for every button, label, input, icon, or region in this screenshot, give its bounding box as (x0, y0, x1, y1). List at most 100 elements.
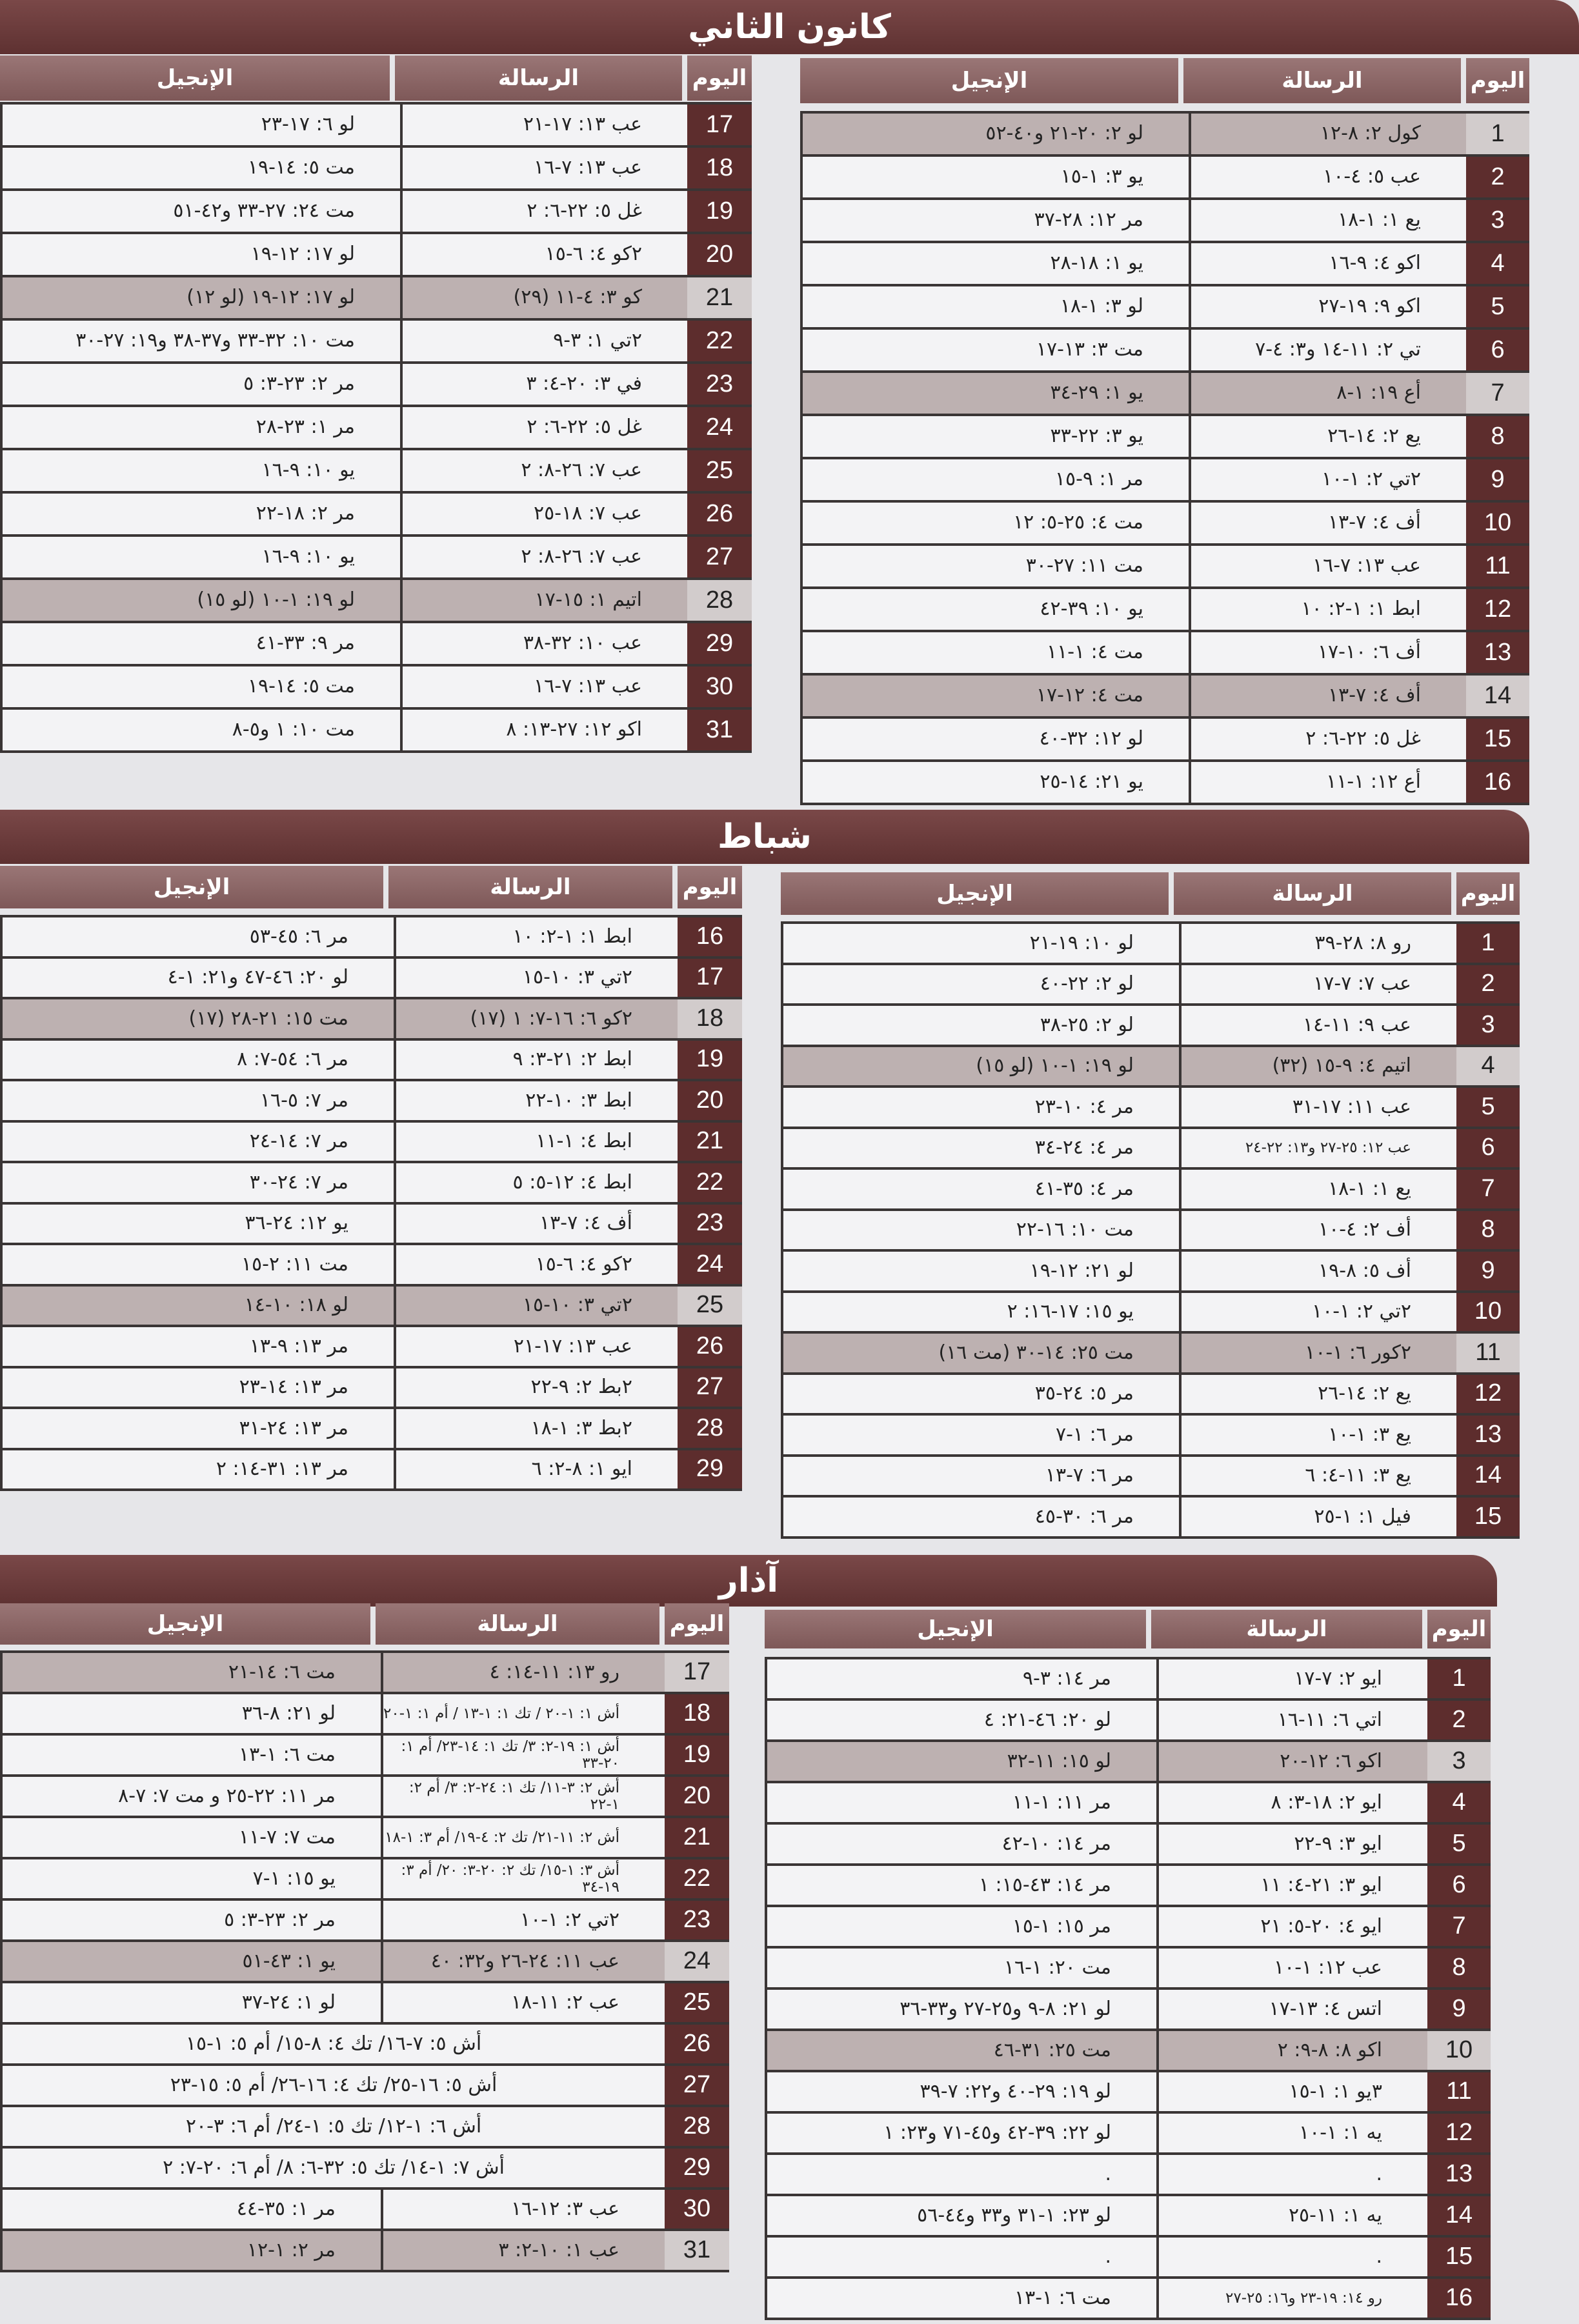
day-number: 8 (1466, 416, 1529, 457)
day-number: 17 (665, 1653, 729, 1692)
gospel-reading: لو ٦: ١٧-٢٣ (0, 105, 400, 145)
epistle-reading: غل ٥: ٢٢-٦: ٢ (400, 191, 687, 232)
column-header-day: اليوم (1466, 58, 1529, 103)
table-row: 28 ٢بط ٣: ١-١٨ مر ١٣: ٢٤-٣١ (0, 1409, 742, 1450)
table-row: 14 يع ٣: ١١-٤: ٦ مر ٦: ٧-١٣ (781, 1456, 1520, 1498)
column-header-gospel: الإنجيل (781, 872, 1169, 915)
gospel-reading: لو ٢٠: ٤٦-٤٧ و٢١: ١-٤ (0, 958, 394, 997)
column-header-epistle: الرسالة (388, 866, 672, 908)
table-row: 25 ٢تي ٣: ١٠-١٥ لو ١٨: ١٠-١٤ (0, 1286, 742, 1327)
day-number: 19 (687, 191, 752, 232)
epistle-reading: ٢بط ٣: ١-١٨ (394, 1409, 678, 1448)
table-row: 13.. (765, 2155, 1491, 2196)
table-row: 29 ايو ١: ٨-٢: ٦ مر ١٣: ٣١-١٤: ٢ (0, 1450, 742, 1491)
gospel-reading: لو ٢: ٢٠-٢١ و٤٠-٥٢ (800, 114, 1189, 154)
table-row: 5 عب ١١: ١٧-٣١ مر ٤: ١٠-٢٣ (781, 1088, 1520, 1129)
gospel-reading: لو ١٩: ٢٩-٤٠ و٢٢: ٧-٣٩ (765, 2072, 1156, 2111)
table-row: 21 أش ٢: ١١-٢١/ تك ٢: ٤-١٩/ أم ٣: ١-١٨ مت … (0, 1818, 729, 1859)
day-number: 7 (1456, 1170, 1520, 1208)
gospel-reading: مر ٧: ١٤-٢٤ (0, 1122, 394, 1161)
table-row: 17 ٢تي ٣: ١٠-١٥ لو ٢٠: ٤٦-٤٧ و٢١: ١-٤ (0, 958, 742, 999)
gospel-reading: يو ١٢: ٢٤-٣٦ (0, 1204, 394, 1243)
epistle-reading: ٢كور ٦: ١-١٠ (1179, 1334, 1456, 1372)
day-number: 10 (1456, 1292, 1520, 1331)
table-row: 1 كول ٢: ٨-١٢ لو ٢: ٢٠-٢١ و٤٠-٥٢ (800, 114, 1529, 157)
gospel-reading: لو ١: ٢٤-٣٧ (0, 1983, 381, 2022)
epistle-reading: ابط ١: ١-٢: ١٠ (394, 917, 678, 956)
day-number: 14 (1427, 2196, 1491, 2235)
column-header-epistle: الرسالة (1151, 1610, 1422, 1648)
epistle-reading: أش ٣: ١-١٥/ تك ٢: ٢٠-٣: ٢٠/ أم ٣: ١٩-٣٤ (381, 1859, 665, 1898)
gospel-reading: مر ١٣: ٢٤-٣١ (0, 1409, 394, 1448)
epistle-reading: عب ٩: ١١-١٤ (1179, 1006, 1456, 1045)
day-number: 21 (678, 1122, 742, 1161)
epistle-reading: يع ٣: ١١-٤: ٦ (1179, 1456, 1456, 1495)
table-row: 13 يع ٣: ١-١٠ مر ٦: ١-٧ (781, 1416, 1520, 1457)
table-row: 31 عب ١: ١٠-٢: ٣ مر ٢: ١-١٢ (0, 2231, 729, 2272)
epistle-reading: اتي ٦: ١١-١٦ (1156, 1701, 1427, 1739)
epistle-reading: يه ١: ١-١٠ (1156, 2114, 1427, 2152)
day-number: 14 (1456, 1456, 1520, 1495)
gospel-reading: مر ٦: ٥٤-٧: ٨ (0, 1040, 394, 1079)
table-row: 20 أش ٢: ٣-١١/ تك ١: ٢٤-٢: ٣/ أم ٢: ١-٢٢ م… (0, 1777, 729, 1818)
epistle-reading: ايو ٢: ١٨-٣: ٨ (1156, 1783, 1427, 1822)
epistle-reading: ٢تي ٣: ١٠-١٥ (394, 958, 678, 997)
epistle-reading: اتيم ١: ١٥-١٧ (400, 580, 687, 621)
gospel-reading: مر ٧: ٢٤-٣٠ (0, 1163, 394, 1202)
table-row: 2 عب ٥: ٤-١٠ يو ٣: ١-١٥ (800, 157, 1529, 200)
epistle-reading: أف ٤: ٧-١٣ (394, 1204, 678, 1243)
table-row: 11 عب ١٣: ٧-١٦ مت ١١: ٢٧-٣٠ (800, 546, 1529, 589)
table-header-row: اليوم الرسالة الإنجيل (0, 55, 752, 101)
gospel-reading: مر ٧: ٥-١٦ (0, 1081, 394, 1120)
day-number: 8 (1456, 1210, 1520, 1249)
epistle-reading: ابط ١: ١-٢: ١٠ (1189, 589, 1466, 630)
day-number: 26 (678, 1327, 742, 1366)
day-number: 10 (1427, 2031, 1491, 2070)
table-row: 21 ابط ٤: ١-١١ مر ٧: ١٤-٢٤ (0, 1122, 742, 1163)
table-body: 1 كول ٢: ٨-١٢ لو ٢: ٢٠-٢١ و٤٠-٥٢ 2 عب ٥: ٤-١… (800, 111, 1529, 805)
gospel-reading: لو ٢١: ١٢-١٩ (781, 1252, 1179, 1290)
epistle-reading: عب ١٣: ٧-١٦ (400, 148, 687, 188)
table-row: 18 عب ١٣: ٧-١٦ مت ٥: ١٤-١٩ (0, 148, 752, 191)
day-number: 24 (665, 1942, 729, 1981)
gospel-reading: مت ٢٤: ٢٧-٣٣ و٤٢-٥١ (0, 191, 400, 232)
table-row: 1 رو ٨: ٢٨-٣٩ لو ١٠: ١٩-٢١ (781, 924, 1520, 965)
gospel-reading: مت ١١: ٢-١٥ (0, 1245, 394, 1284)
day-number: 2 (1456, 965, 1520, 1003)
epistle-reading: ٢بط ٢: ٩-٢٢ (394, 1368, 678, 1407)
table-row: 25 عب ٧: ٢٦-٨: ٢ يو ١٠: ٩-١٦ (0, 450, 752, 494)
gospel-reading: مر ٥: ٢٤-٣٥ (781, 1374, 1179, 1413)
gospel-reading: مر ٦: ٧-١٣ (781, 1456, 1179, 1495)
epistle-reading: اكو ٤: ٩-١٦ (1189, 243, 1466, 284)
day-number: 23 (665, 1901, 729, 1939)
table-row: 19 ابط ٢: ٢١-٣: ٩ مر ٦: ٥٤-٧: ٨ (0, 1040, 742, 1081)
gospel-reading: يو ١: ٢٩-٣٤ (800, 373, 1189, 414)
day-number: 3 (1456, 1006, 1520, 1045)
epistle-reading: ٣يو ١: ١-١٥ (1156, 2072, 1427, 2111)
gospel-reading: لو ١٢: ٣٢-٤٠ (800, 719, 1189, 759)
table-row: 6 ايو ٣: ٢١-٤: ١١ مر ١٤: ٤٣-١٥: ١ (765, 1866, 1491, 1907)
table-row: 9 ٢تي ٢: ١-١٠ مر ١: ٩-١٥ (800, 459, 1529, 503)
gospel-reading: مت ١٠: ١ و٥-٨ (0, 710, 400, 750)
day-number: 28 (678, 1409, 742, 1448)
gospel-reading: لو ١٥: ١١-٣٢ (765, 1742, 1156, 1781)
table-row: 16 ابط ١: ١-٢: ١٠ مر ٦: ٤٥-٥٣ (0, 917, 742, 959)
epistle-reading: اكو ٩: ١٩-٢٧ (1189, 286, 1466, 327)
day-number: 2 (1466, 157, 1529, 197)
gospel-reading: لو ٢١: ٨-٣٦ (0, 1694, 381, 1733)
column-header-gospel: الإنجيل (800, 58, 1178, 103)
day-number: 20 (665, 1777, 729, 1816)
day-number: 21 (687, 277, 752, 318)
day-number: 26 (665, 2025, 729, 2063)
day-number: 4 (1456, 1047, 1520, 1085)
table-header-row: اليوم الرسالة الإنجيل (765, 1610, 1491, 1648)
gospel-reading: يو ١٠: ٣٩-٤٢ (800, 589, 1189, 630)
table-row: 20 ابط ٣: ١٠-٢٢ مر ٧: ٥-١٦ (0, 1081, 742, 1123)
table-row: 9 أف ٥: ٨-١٩ لو ٢١: ١٢-١٩ (781, 1252, 1520, 1293)
gospel-reading: مر ٢: ٢٣-٣: ٥ (0, 1901, 381, 1939)
epistle-reading: أش ١: ١-٢٠ / تك ١: ١-١٣ / أم ١: ١-٢٠ (381, 1694, 665, 1733)
gospel-reading: مر ١: ٢٣-٢٨ (0, 407, 400, 448)
epistle-reading: أش ١: ١٩-٢: ٣/ تك ١: ١٤-٢٣/ أم ١: ٢٠-٣٣ (381, 1736, 665, 1774)
day-number: 1 (1466, 114, 1529, 154)
epistle-reading: ٢تي ١: ٣-٩ (400, 321, 687, 361)
